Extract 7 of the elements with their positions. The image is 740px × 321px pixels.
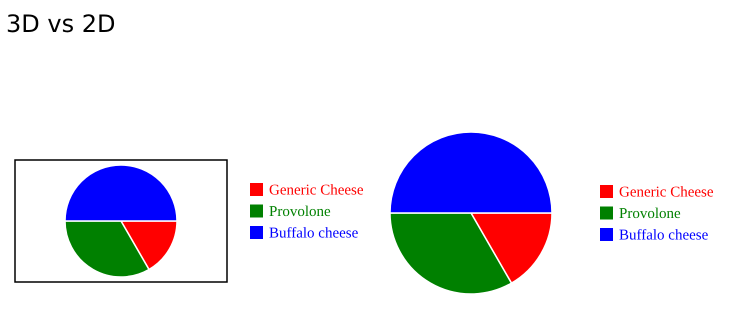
legend-label: Generic Cheese [269,182,364,198]
legend-label: Generic Cheese [619,184,714,200]
chart-title: 3D vs 2D [6,10,116,38]
legend-label: Provolone [619,206,682,222]
legend-label: Buffalo cheese [269,226,359,242]
legend-label: Provolone [269,204,332,220]
legend-label: Buffalo cheese [619,228,709,244]
